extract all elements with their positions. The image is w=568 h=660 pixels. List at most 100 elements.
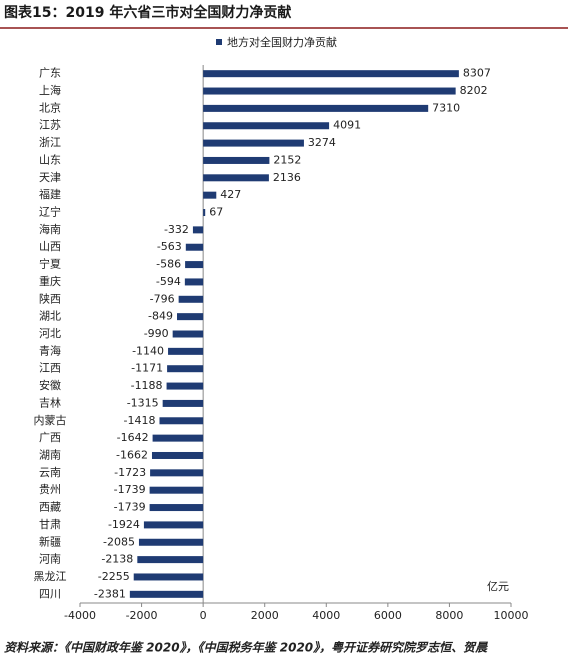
x-unit: 亿元 [487, 580, 509, 593]
value-label: -990 [144, 327, 169, 340]
bar [203, 209, 206, 217]
legend-label: 地方对全国财力净贡献 [227, 35, 337, 49]
chart-title: 图表15：2019 年六省三市对全国财力净贡献 [4, 4, 291, 21]
value-label: -1723 [114, 466, 146, 479]
bar [149, 486, 204, 494]
value-label: 67 [209, 206, 223, 219]
bar [138, 538, 204, 546]
y-tick-label: 云南 [39, 466, 61, 479]
y-tick-label: 辽宁 [39, 205, 61, 219]
x-tick-label: 10000 [494, 609, 529, 622]
bar [166, 382, 204, 390]
y-tick-label: 青海 [39, 343, 61, 357]
y-tick-label: 重庆 [39, 274, 61, 288]
bar [203, 156, 270, 164]
value-label: -849 [148, 310, 173, 323]
value-label: -1642 [117, 431, 149, 444]
legend-swatch [216, 39, 222, 45]
value-label: -1662 [116, 448, 148, 461]
y-tick-label: 甘肃 [39, 518, 61, 531]
bar [143, 521, 204, 529]
value-label: 2152 [273, 153, 301, 166]
value-label: -796 [150, 292, 175, 305]
value-label: -563 [157, 240, 182, 253]
value-label: -1739 [114, 501, 146, 514]
y-tick-label: 浙江 [39, 136, 61, 149]
bar [203, 174, 269, 182]
y-tick-label: 上海 [39, 83, 61, 97]
bar [177, 313, 204, 321]
y-tick-label: 四川 [39, 587, 61, 600]
x-tick-label: 4000 [312, 609, 340, 622]
bar [150, 469, 204, 477]
value-label: -586 [156, 258, 181, 271]
y-tick-label: 河北 [39, 327, 61, 340]
y-tick-label: 天津 [39, 171, 61, 184]
bar [168, 347, 204, 355]
value-label: -594 [156, 275, 181, 288]
value-label: 4091 [333, 119, 361, 132]
bar [203, 70, 459, 78]
bar [203, 104, 429, 112]
x-tick-label: 0 [200, 609, 207, 622]
bar [129, 590, 204, 598]
value-label: 7310 [432, 101, 460, 114]
y-tick-label: 广西 [39, 431, 61, 444]
value-label: -2255 [98, 570, 130, 583]
y-tick-label: 江苏 [39, 119, 61, 132]
y-tick-label: 广东 [39, 67, 61, 80]
bar [203, 122, 330, 130]
value-label: 8202 [460, 84, 488, 97]
x-tick-label: -4000 [64, 609, 96, 622]
x-tick-label: 8000 [435, 609, 463, 622]
y-tick-label: 北京 [39, 100, 61, 114]
value-label: 3274 [308, 136, 336, 149]
bar [192, 226, 204, 234]
x-tick-label: -2000 [126, 609, 158, 622]
x-tick-label: 2000 [251, 609, 279, 622]
value-label: 8307 [463, 67, 491, 80]
y-tick-label: 海南 [39, 222, 61, 236]
bar [149, 504, 204, 512]
y-tick-label: 贵州 [39, 483, 61, 496]
bar [178, 295, 204, 303]
bar [185, 261, 204, 269]
value-label: -1140 [132, 344, 164, 357]
y-tick-label: 西藏 [39, 501, 61, 514]
bar [185, 243, 204, 251]
y-tick-label: 内蒙古 [34, 413, 67, 427]
y-tick-label: 江西 [39, 362, 61, 375]
y-tick-label: 湖北 [39, 310, 61, 323]
value-label: -332 [164, 223, 189, 236]
value-label: -2381 [94, 587, 126, 600]
bar [203, 87, 456, 95]
y-tick-label: 陕西 [39, 291, 61, 305]
bar [151, 451, 204, 459]
y-tick-label: 吉林 [39, 395, 61, 409]
value-label: -1739 [114, 483, 146, 496]
y-tick-label: 黑龙江 [34, 570, 67, 583]
y-tick-label: 安徽 [39, 378, 61, 392]
bar [203, 139, 304, 147]
y-tick-label: 宁夏 [39, 257, 61, 271]
bar [203, 191, 217, 199]
bar [133, 573, 204, 581]
bar [137, 556, 204, 564]
value-label: 2136 [273, 171, 301, 184]
value-label: -1171 [131, 362, 163, 375]
y-tick-label: 新疆 [39, 534, 61, 548]
bar [167, 365, 204, 373]
bar [152, 434, 204, 442]
value-label: -1924 [108, 518, 140, 531]
bar [172, 330, 204, 338]
value-label: -1188 [131, 379, 163, 392]
y-tick-label: 湖南 [39, 448, 61, 461]
value-label: -1315 [127, 396, 159, 409]
y-tick-label: 山东 [39, 153, 61, 166]
value-label: -1418 [124, 414, 156, 427]
bar [159, 417, 204, 425]
bar [184, 278, 204, 286]
value-label: -2085 [103, 535, 135, 548]
y-tick-label: 山西 [39, 240, 61, 253]
value-label: -2138 [101, 553, 133, 566]
